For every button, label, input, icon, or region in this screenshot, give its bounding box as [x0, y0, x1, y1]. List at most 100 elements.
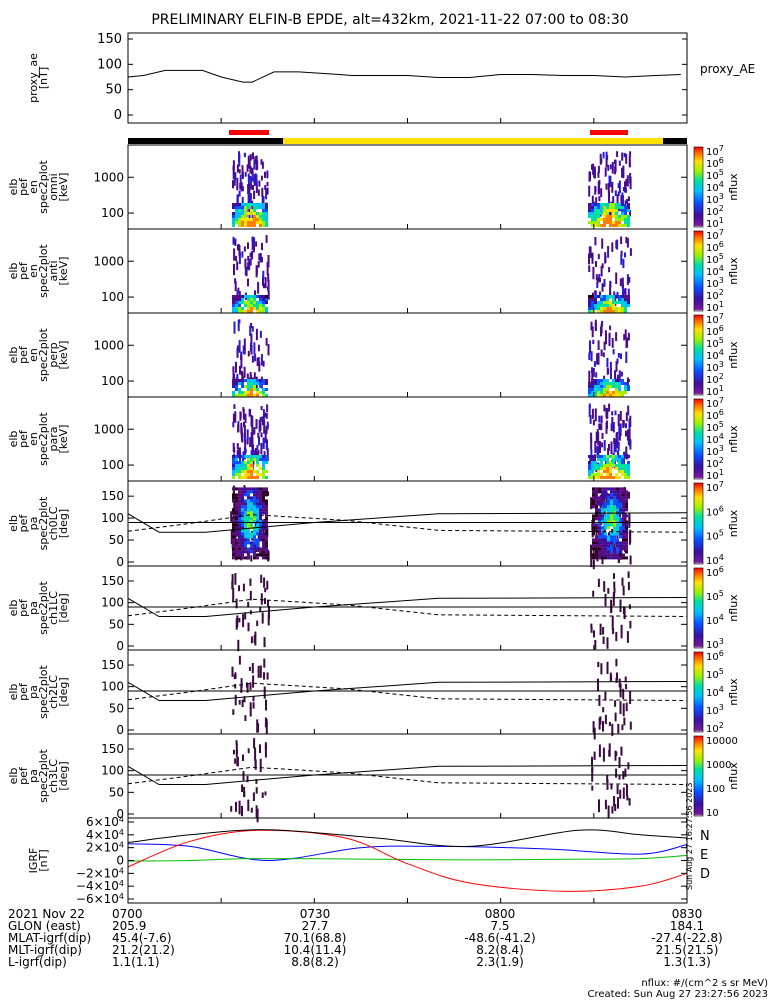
xaxis-row-value: 1.1(1.1): [112, 955, 160, 969]
spectrogram-pixel: [609, 672, 612, 682]
spectrogram-pixel: [235, 514, 238, 518]
spectrogram-pixel: [619, 493, 622, 497]
spectrogram-pixel: [619, 502, 622, 506]
spectrogram-pixel: [601, 553, 604, 557]
spectrogram-pixel: [606, 661, 609, 674]
spectrogram-pixel: [597, 295, 600, 298]
spectrogram-pixel: [592, 487, 595, 491]
creation-stamp: Sun Aug 27 16:27:56 2023: [685, 783, 694, 890]
spectrogram-pixel: [232, 709, 235, 715]
spectrogram-pixel: [616, 672, 618, 681]
spectrogram-pixel: [598, 529, 601, 533]
spectrogram-pixel: [232, 310, 235, 313]
spectrogram-pixel: [609, 224, 612, 227]
spectrogram-pixel: [256, 556, 259, 560]
spectrogram-pixel: [238, 301, 241, 304]
spectrogram-pixel: [595, 514, 598, 518]
colorbar-tick: 106: [706, 408, 724, 422]
spectrogram-pixel: [610, 556, 613, 560]
spectrogram-pixel: [598, 799, 600, 813]
spectrogram-pixel: [607, 517, 610, 521]
spectrogram-pixel: [606, 206, 609, 209]
spectrogram-pixel: [604, 799, 607, 810]
spectrogram-pixel: [606, 455, 609, 458]
colorbar-label: nflux: [727, 425, 740, 453]
spectrogram-pixel: [591, 473, 594, 476]
spectrogram-pixel: [611, 422, 614, 430]
spectrogram-pixel: [262, 511, 265, 515]
spectrogram-pixel: [597, 470, 600, 473]
spectrogram-pixel: [591, 203, 594, 206]
spectrogram-pixel: [253, 203, 256, 206]
spectrogram-pixel: [262, 556, 265, 560]
spectrogram-pixel: [600, 464, 603, 467]
spectrogram-pixel: [624, 218, 627, 221]
spectrogram-pixel: [247, 517, 250, 521]
spectrogram-pixel: [621, 382, 624, 385]
xaxis-row-value: 184.1: [670, 919, 704, 933]
spectrogram-pixel: [230, 806, 233, 812]
spectrogram-pixel: [259, 493, 262, 497]
spectrogram-pixel: [244, 385, 247, 388]
spectrogram-pixel: [618, 215, 621, 218]
spectrogram-pixel: [253, 379, 256, 382]
spectrogram-pixel: [588, 301, 591, 304]
spectrogram-pixel: [267, 600, 269, 607]
spectrogram-pixel: [251, 326, 254, 332]
spectrogram-pixel: [594, 382, 597, 385]
spectrogram-pixel: [613, 438, 616, 444]
spectrogram-pixel: [259, 206, 262, 209]
spectrogram-pixel: [232, 461, 235, 464]
spectrogram-pixel: [614, 444, 617, 453]
spectrogram-pixel: [600, 458, 603, 461]
spectrogram-pixel: [256, 508, 259, 512]
spectrogram-pixel: [232, 221, 235, 224]
spectrogram-pixel: [591, 195, 594, 207]
spectrogram-pixel: [256, 212, 259, 215]
spectrogram-pixel: [590, 544, 592, 558]
spectrogram-pixel: [238, 490, 241, 494]
spectrogram-pixel: [265, 307, 268, 310]
spectrogram-pixel: [607, 493, 610, 497]
spectrogram-pixel: [597, 307, 600, 310]
spectrogram-pixel: [266, 187, 269, 195]
spectrogram-pixel: [247, 350, 250, 357]
spectrogram-pixel: [262, 394, 265, 397]
spectrogram-pixel: [241, 806, 243, 817]
spectrogram-pixel: [241, 470, 244, 473]
spectrogram-pixel: [615, 385, 618, 388]
spectrogram-pixel: [250, 212, 253, 215]
spectrogram-pixel: [622, 520, 625, 524]
spectrogram-pixel: [604, 502, 607, 506]
spectrogram-pixel: [594, 467, 597, 470]
spectrogram-pixel: [241, 251, 244, 258]
spectrogram-pixel: [597, 206, 600, 209]
spectrogram-pixel: [591, 295, 594, 298]
spectrogram-pixel: [263, 672, 265, 680]
spectrogram-pixel: [601, 508, 604, 512]
spectrogram-pixel: [604, 714, 607, 725]
spectrogram-pixel: [625, 499, 628, 503]
spectrogram-pixel: [628, 798, 631, 806]
spectrogram-pixel: [232, 511, 235, 515]
spectrogram-pixel: [606, 209, 609, 212]
spectrogram-pixel: [607, 588, 610, 594]
spectrogram-pixel: [256, 499, 259, 503]
spectrogram-pixel: [253, 218, 256, 221]
spectrogram-pixel: [265, 547, 268, 551]
spectrogram-pixel: [262, 550, 265, 554]
spectrogram-pixel: [625, 529, 628, 533]
spectrogram-pixel: [600, 212, 603, 215]
spectrogram-pixel: [609, 391, 612, 394]
spectrogram-pixel: [612, 394, 615, 397]
spectrogram-pixel: [588, 185, 591, 197]
spectrogram-pixel: [606, 388, 609, 391]
spectrogram-pixel: [232, 236, 235, 245]
spectrogram-pixel: [625, 351, 628, 363]
spectrogram-pixel: [251, 236, 254, 242]
xaxis-row-label: MLAT-igrf(dip): [8, 931, 91, 945]
spectrogram-pixel: [590, 321, 593, 331]
spectrogram-pixel: [603, 301, 606, 304]
spectrogram-pixel: [248, 181, 250, 187]
spectrogram-pixel: [624, 455, 627, 458]
